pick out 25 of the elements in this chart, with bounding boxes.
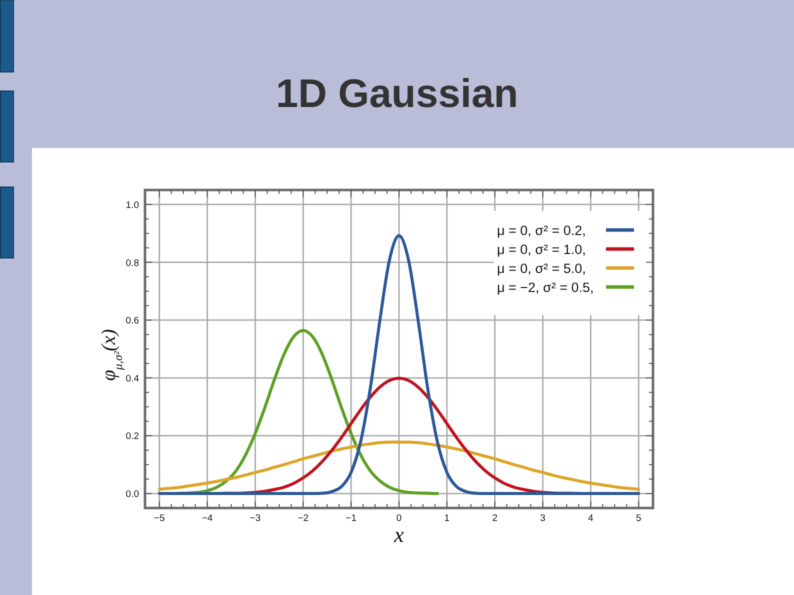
legend-label: μ = 0, σ² = 5.0,: [497, 261, 586, 276]
x-tick-label: 3: [540, 513, 546, 524]
y-tick-label: 0.0: [126, 489, 139, 500]
x-tick-label: 0: [396, 513, 402, 524]
x-tick-label: 5: [636, 513, 642, 524]
x-tick-label: −1: [346, 513, 356, 524]
legend-label: μ = −2, σ² = 0.5,: [497, 280, 594, 295]
y-tick-label: 0.2: [126, 431, 139, 442]
y-tick-label: 1.0: [126, 200, 139, 211]
line-series: [158, 440, 640, 491]
line-series: [177, 329, 439, 496]
x-tick-label: 4: [588, 513, 594, 524]
legend-label: μ = 0, σ² = 1.0,: [497, 242, 586, 257]
y-tick-label: 0.8: [126, 258, 139, 269]
y-tick-label: 0.6: [126, 316, 139, 327]
legend-label: μ = 0, σ² = 0.2,: [497, 223, 586, 238]
y-tick-label: 0.4: [126, 373, 139, 384]
x-tick-label: −4: [202, 513, 213, 524]
chart-title: 1D Gaussian: [276, 72, 518, 116]
x-tick-label: −3: [250, 513, 261, 524]
x-tick-label: −2: [298, 513, 309, 524]
x-axis-title: x: [393, 522, 404, 547]
x-tick-label: 1: [444, 513, 450, 524]
x-tick-label: −5: [154, 513, 165, 524]
x-tick-label: 2: [492, 513, 498, 524]
